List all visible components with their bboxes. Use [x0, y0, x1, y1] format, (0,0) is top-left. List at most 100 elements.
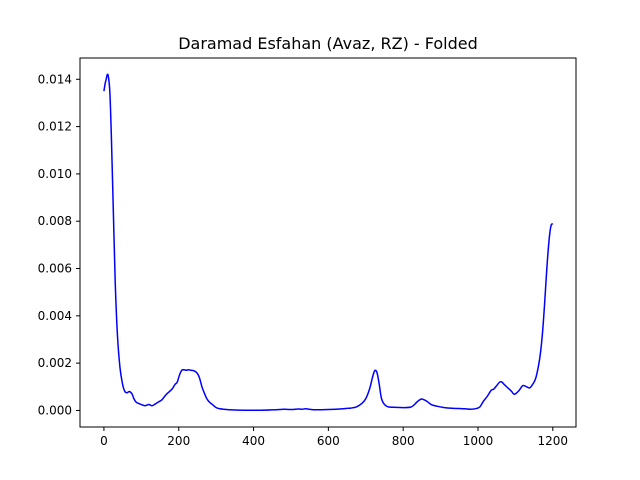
data-point [335, 409, 337, 411]
plot-area [79, 57, 577, 428]
data-point [193, 370, 195, 372]
data-point [343, 408, 345, 410]
data-point [301, 409, 303, 411]
x-tick-label: 200 [167, 434, 190, 448]
data-point [379, 384, 381, 386]
data-point [496, 385, 498, 387]
data-point [157, 401, 159, 403]
data-point [305, 408, 307, 410]
data-point [361, 403, 363, 405]
data-point [212, 404, 214, 406]
x-tick-label: 600 [317, 434, 340, 448]
data-point [365, 398, 367, 400]
y-tick-label: 0.012 [38, 120, 72, 134]
data-point [374, 370, 376, 372]
data-point [376, 372, 378, 374]
data-point [113, 209, 115, 211]
data-point [114, 280, 116, 282]
data-point [203, 392, 205, 394]
data-point [190, 369, 192, 371]
data-point [423, 399, 425, 401]
data-point [223, 409, 225, 411]
y-tick-label: 0.002 [38, 356, 72, 370]
data-point [532, 384, 534, 386]
x-tick-label: 800 [392, 434, 415, 448]
data-point [124, 391, 126, 393]
data-point [444, 407, 446, 409]
x-tick-label: 1200 [538, 434, 569, 448]
data-point [522, 385, 524, 387]
data-point [420, 398, 422, 400]
data-point [188, 369, 190, 371]
y-tick-label: 0.010 [38, 167, 72, 181]
data-point [542, 334, 544, 336]
data-point [535, 377, 537, 379]
data-point [451, 408, 453, 410]
data-point [513, 393, 515, 395]
data-point [161, 399, 163, 401]
data-point [234, 409, 236, 411]
data-point [105, 79, 107, 81]
data-point [133, 398, 135, 400]
data-point [426, 401, 428, 403]
data-point [483, 400, 485, 402]
data-point [283, 409, 285, 411]
data-point [206, 398, 208, 400]
data-point [111, 138, 113, 140]
data-point [417, 400, 419, 402]
data-point [275, 409, 277, 411]
y-tick-label: 0.008 [38, 214, 72, 228]
y-tick-label: 0.004 [38, 309, 72, 323]
data-point [103, 90, 105, 92]
data-point [501, 381, 503, 383]
data-point [544, 303, 546, 305]
data-point [499, 381, 501, 383]
data-point [490, 390, 492, 392]
data-point [122, 384, 124, 386]
data-point [395, 407, 397, 409]
data-point [402, 407, 404, 409]
data-point [436, 405, 438, 407]
x-tick-label: 0 [100, 434, 108, 448]
data-point [369, 388, 371, 390]
data-point [470, 409, 472, 411]
x-tick-label: 1000 [463, 434, 494, 448]
data-point [346, 408, 348, 410]
data-point [493, 388, 495, 390]
data-point [151, 405, 153, 407]
data-point [215, 407, 217, 409]
data-point [148, 404, 150, 406]
y-tick-label: 0.014 [38, 72, 72, 86]
data-point [552, 223, 554, 225]
data-point [126, 392, 128, 394]
data-point [183, 369, 185, 371]
data-point [129, 391, 131, 393]
data-point [245, 409, 247, 411]
data-point [487, 396, 489, 398]
data-point [430, 404, 432, 406]
data-point [135, 401, 137, 403]
data-point [550, 225, 552, 227]
data-point [290, 409, 292, 411]
data-point [350, 407, 352, 409]
data-point [181, 369, 183, 371]
data-point [503, 384, 505, 386]
data-point [229, 409, 231, 411]
data-point [104, 83, 106, 85]
y-tick-label: 0.006 [38, 262, 72, 276]
data-point [171, 388, 173, 390]
data-point [459, 408, 461, 410]
data-point [410, 406, 412, 408]
data-point [179, 374, 181, 376]
data-point [219, 408, 221, 410]
data-point [384, 404, 386, 406]
data-point [131, 393, 133, 395]
data-point [209, 401, 211, 403]
data-point [539, 358, 541, 360]
y-axis: 0.000 0.002 0.004 0.006 0.008 0.010 0.012 0.014 [38, 72, 80, 417]
data-point [119, 367, 121, 369]
data-point [372, 377, 374, 379]
x-tick-label: 400 [242, 434, 265, 448]
data-line-series [103, 73, 554, 412]
data-point [387, 406, 389, 408]
